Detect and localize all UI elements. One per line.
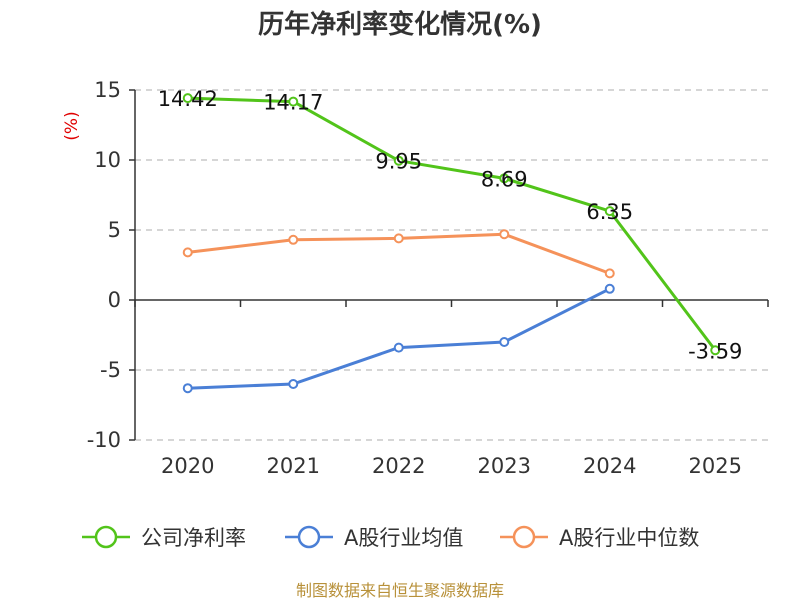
legend-item: A股行业中位数 <box>500 525 699 550</box>
legend: 公司净利率 A股行业均值 A股行业中位数 <box>82 525 699 550</box>
data-point <box>393 342 404 353</box>
data-point <box>288 96 299 107</box>
legend-marker <box>512 525 536 549</box>
y-tick-label: 10 <box>94 148 121 172</box>
data-point <box>499 337 510 347</box>
y-axis-unit: (%) <box>62 111 82 140</box>
data-point <box>182 247 193 258</box>
source-note: 制图数据来自恒生聚源数据库 <box>296 581 504 600</box>
data-point <box>604 283 615 294</box>
data-point <box>288 379 299 389</box>
data-point <box>182 383 193 394</box>
y-tick-label: 15 <box>94 78 121 102</box>
series-0 <box>182 93 721 356</box>
data-label: 14.42 <box>158 87 218 111</box>
series-1 <box>182 283 615 394</box>
data-label: 6.35 <box>586 200 633 224</box>
x-tick-label: 2025 <box>689 454 742 478</box>
data-label: 8.69 <box>481 167 528 191</box>
x-tick-label: 2023 <box>478 454 531 478</box>
data-point <box>393 233 404 244</box>
data-point <box>604 206 615 217</box>
legend-label: A股行业均值 <box>344 526 463 550</box>
x-tick-label: 2022 <box>372 454 425 478</box>
series-lines <box>182 93 721 394</box>
data-point <box>499 229 510 240</box>
data-point <box>393 155 404 166</box>
data-point <box>604 268 615 279</box>
data-label: 9.95 <box>375 150 422 174</box>
legend-marker <box>297 525 321 549</box>
x-tick-label: 2020 <box>161 454 214 478</box>
legend-label: 公司净利率 <box>141 526 246 550</box>
data-point <box>182 93 193 104</box>
y-tick-label: -5 <box>100 358 121 382</box>
series-line <box>187 96 717 352</box>
legend-label: A股行业中位数 <box>559 526 699 550</box>
series-2 <box>182 229 615 279</box>
series-line <box>187 287 611 390</box>
legend-item: 公司净利率 <box>82 525 246 550</box>
data-point <box>499 173 510 184</box>
y-tick-label: 0 <box>108 288 121 312</box>
x-tick-label: 2024 <box>583 454 636 478</box>
legend-marker <box>94 525 118 549</box>
data-labels: 14.42 14.17 9.95 8.69 6.35 -3.59 <box>158 87 743 363</box>
data-point <box>288 234 299 245</box>
axes: 15 10 5 0 -5 -10 2020 2021 2022 2023 2024 2025 <box>87 78 769 478</box>
data-label: 14.17 <box>263 91 323 115</box>
data-label: -3.59 <box>688 339 742 363</box>
y-tick-label: 5 <box>108 218 121 242</box>
chart-title: 历年净利率变化情况(%) <box>258 9 542 40</box>
legend-item: A股行业均值 <box>285 525 463 550</box>
y-tick-label: -10 <box>87 428 121 452</box>
data-point <box>710 345 721 356</box>
x-tick-label: 2021 <box>267 454 320 478</box>
